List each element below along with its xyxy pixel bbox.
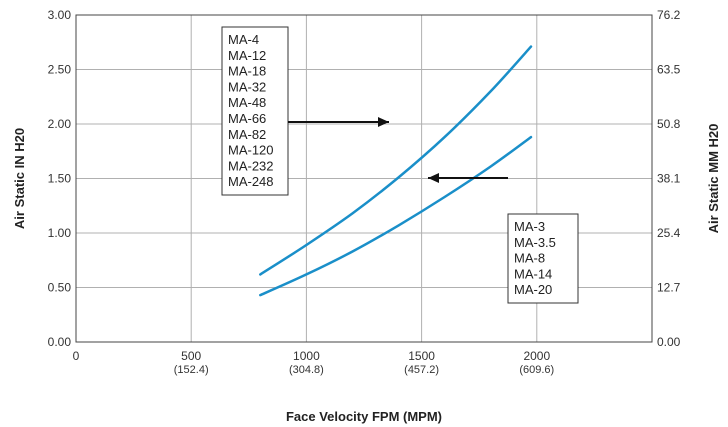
annotation-item: MA-66 xyxy=(228,111,266,126)
y2-tick-label: 50.8 xyxy=(657,117,681,131)
annotation-item: MA-18 xyxy=(228,64,266,79)
series-line-2 xyxy=(259,135,533,297)
y2-tick-label: 0.00 xyxy=(657,335,681,349)
annotation-arrow-head xyxy=(378,117,389,127)
gridlines xyxy=(76,15,652,342)
x-tick-sublabel: (304.8) xyxy=(289,364,324,376)
y-tick-label: 0.00 xyxy=(48,335,72,349)
annotation-item: MA-3 xyxy=(514,219,545,234)
x-tick-label: 0 xyxy=(73,349,80,363)
series-layer xyxy=(259,45,533,297)
annotation-item: MA-248 xyxy=(228,174,274,189)
y-tick-label: 0.50 xyxy=(48,281,72,295)
annotation-item: MA-82 xyxy=(228,127,266,142)
x-tick-label: 2000 xyxy=(523,349,550,363)
y2-tick-label: 76.2 xyxy=(657,8,681,22)
y-tick-label: 1.50 xyxy=(48,172,72,186)
x-tick-label: 500 xyxy=(181,349,201,363)
annotation-box-frame xyxy=(507,213,579,304)
x-axis-ticks: 0 500(152.4) 1000(304.8) 1500(457.2) 2000(60… xyxy=(73,349,555,376)
annotation-item: MA-12 xyxy=(228,48,266,63)
annotation-item: MA-20 xyxy=(514,282,552,297)
y-tick-label: 2.50 xyxy=(48,63,72,77)
annotation-item: MA-4 xyxy=(228,32,259,47)
x-tick-label: 1000 xyxy=(293,349,320,363)
y-axis-title: Air Static IN H20 xyxy=(12,128,27,229)
annotation-item: MA-3.5 xyxy=(514,235,556,250)
x-tick-sublabel: (457.2) xyxy=(404,364,439,376)
y-tick-label: 2.00 xyxy=(48,117,72,131)
y2-tick-label: 25.4 xyxy=(657,226,681,240)
annotation-item: MA-232 xyxy=(228,158,274,173)
y-tick-label: 3.00 xyxy=(48,8,72,22)
y-axis-ticks: 0.00 0.50 1.00 1.50 2.00 2.50 3.00 xyxy=(48,8,72,349)
y2-axis-ticks: 0.00 12.7 25.4 38.1 50.8 63.5 76.2 xyxy=(657,8,681,349)
plot-frame xyxy=(75,14,653,343)
annotation-arrow-head xyxy=(428,173,439,183)
annotation-item: MA-8 xyxy=(514,251,545,266)
annotation-item: MA-48 xyxy=(228,95,266,110)
annotation-item: MA-14 xyxy=(514,266,552,281)
series-line-1 xyxy=(259,45,533,276)
y2-axis-title: Air Static MM H20 xyxy=(706,124,721,234)
annotation-box-frame xyxy=(221,26,289,196)
annotation-box-upper-curve: MA-4MA-12MA-18MA-32MA-48MA-66MA-82MA-120… xyxy=(221,26,389,196)
y2-tick-label: 63.5 xyxy=(657,63,681,77)
y2-tick-label: 38.1 xyxy=(657,172,681,186)
x-tick-sublabel: (609.6) xyxy=(519,364,554,376)
x-tick-sublabel: (152.4) xyxy=(174,364,209,376)
x-tick-label: 1500 xyxy=(408,349,435,363)
x-axis-title: Face Velocity FPM (MPM) xyxy=(286,409,442,424)
annotation-item: MA-32 xyxy=(228,79,266,94)
annotation-item: MA-120 xyxy=(228,143,274,158)
y-tick-label: 1.00 xyxy=(48,226,72,240)
y2-tick-label: 12.7 xyxy=(657,281,681,295)
